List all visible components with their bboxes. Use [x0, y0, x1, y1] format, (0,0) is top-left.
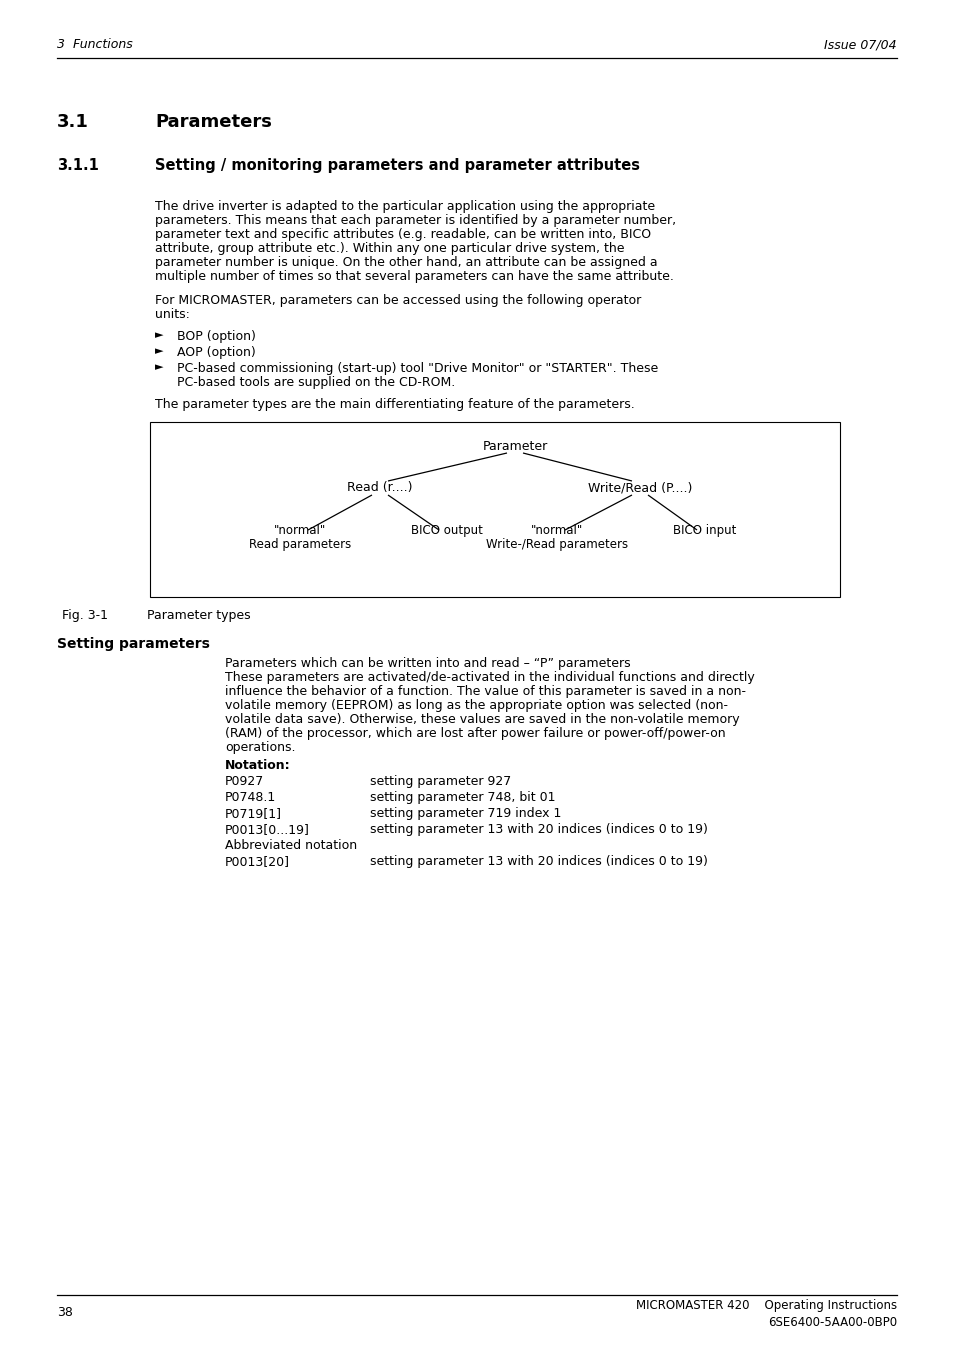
- Text: setting parameter 13 with 20 indices (indices 0 to 19): setting parameter 13 with 20 indices (in…: [370, 823, 707, 836]
- Text: P0748.1: P0748.1: [225, 790, 276, 804]
- Text: Notation:: Notation:: [225, 759, 291, 771]
- Text: Write/Read (P....): Write/Read (P....): [587, 481, 692, 494]
- Text: operations.: operations.: [225, 740, 295, 754]
- Text: Read (r....): Read (r....): [347, 481, 413, 494]
- Bar: [150, 422, 840, 597]
- Text: 6SE6400-5AA00-0BP0: 6SE6400-5AA00-0BP0: [767, 1316, 896, 1328]
- Text: "normal": "normal": [530, 524, 582, 536]
- Text: P0013[0...19]: P0013[0...19]: [225, 823, 310, 836]
- Text: Read parameters: Read parameters: [249, 538, 351, 551]
- Text: P0927: P0927: [225, 775, 264, 788]
- Text: The drive inverter is adapted to the particular application using the appropriat: The drive inverter is adapted to the par…: [154, 200, 655, 213]
- Text: ►: ►: [154, 330, 163, 340]
- Text: Abbreviated notation: Abbreviated notation: [225, 839, 356, 852]
- Text: setting parameter 748, bit 01: setting parameter 748, bit 01: [370, 790, 555, 804]
- Text: (RAM) of the processor, which are lost after power failure or power-off/power-on: (RAM) of the processor, which are lost a…: [225, 727, 725, 740]
- Text: 3.1: 3.1: [57, 113, 89, 131]
- Text: parameter text and specific attributes (e.g. readable, can be written into, BICO: parameter text and specific attributes (…: [154, 228, 651, 240]
- Text: parameters. This means that each parameter is identified by a parameter number,: parameters. This means that each paramet…: [154, 213, 676, 227]
- Text: "normal": "normal": [274, 524, 326, 536]
- Text: Parameters which can be written into and read – “P” parameters: Parameters which can be written into and…: [225, 657, 630, 670]
- Text: volatile memory (EEPROM) as long as the appropriate option was selected (non-: volatile memory (EEPROM) as long as the …: [225, 698, 727, 712]
- Text: The parameter types are the main differentiating feature of the parameters.: The parameter types are the main differe…: [154, 399, 634, 411]
- Text: ►: ►: [154, 346, 163, 357]
- Text: ►: ►: [154, 362, 163, 372]
- Text: BICO output: BICO output: [411, 524, 482, 536]
- Text: Setting parameters: Setting parameters: [57, 638, 210, 651]
- Text: Setting / monitoring parameters and parameter attributes: Setting / monitoring parameters and para…: [154, 158, 639, 173]
- Text: Parameter types: Parameter types: [147, 609, 251, 621]
- Text: parameter number is unique. On the other hand, an attribute can be assigned a: parameter number is unique. On the other…: [154, 255, 657, 269]
- Text: BICO input: BICO input: [673, 524, 736, 536]
- Text: attribute, group attribute etc.). Within any one particular drive system, the: attribute, group attribute etc.). Within…: [154, 242, 624, 255]
- Text: These parameters are activated/de-activated in the individual functions and dire: These parameters are activated/de-activa…: [225, 671, 754, 684]
- Text: volatile data save). Otherwise, these values are saved in the non-volatile memor: volatile data save). Otherwise, these va…: [225, 713, 739, 725]
- Text: 38: 38: [57, 1305, 72, 1319]
- Text: For MICROMASTER, parameters can be accessed using the following operator: For MICROMASTER, parameters can be acces…: [154, 295, 640, 307]
- Text: Write-/Read parameters: Write-/Read parameters: [485, 538, 627, 551]
- Text: Parameter: Parameter: [482, 439, 547, 453]
- Text: Issue 07/04: Issue 07/04: [823, 38, 896, 51]
- Text: AOP (option): AOP (option): [177, 346, 255, 359]
- Text: 3.1.1: 3.1.1: [57, 158, 99, 173]
- Text: units:: units:: [154, 308, 190, 322]
- Text: PC-based commissioning (start-up) tool "Drive Monitor" or "STARTER". These: PC-based commissioning (start-up) tool "…: [177, 362, 658, 376]
- Text: MICROMASTER 420    Operating Instructions: MICROMASTER 420 Operating Instructions: [636, 1300, 896, 1313]
- Text: setting parameter 719 index 1: setting parameter 719 index 1: [370, 807, 560, 820]
- Text: Parameters: Parameters: [154, 113, 272, 131]
- Text: P0719[1]: P0719[1]: [225, 807, 282, 820]
- Text: setting parameter 13 with 20 indices (indices 0 to 19): setting parameter 13 with 20 indices (in…: [370, 855, 707, 867]
- Text: PC-based tools are supplied on the CD-ROM.: PC-based tools are supplied on the CD-RO…: [177, 376, 455, 389]
- Text: setting parameter 927: setting parameter 927: [370, 775, 511, 788]
- Text: 3  Functions: 3 Functions: [57, 38, 132, 51]
- Text: influence the behavior of a function. The value of this parameter is saved in a : influence the behavior of a function. Th…: [225, 685, 745, 698]
- Text: multiple number of times so that several parameters can have the same attribute.: multiple number of times so that several…: [154, 270, 673, 282]
- Text: P0013[20]: P0013[20]: [225, 855, 290, 867]
- Text: BOP (option): BOP (option): [177, 330, 255, 343]
- Text: Fig. 3-1: Fig. 3-1: [62, 609, 108, 621]
